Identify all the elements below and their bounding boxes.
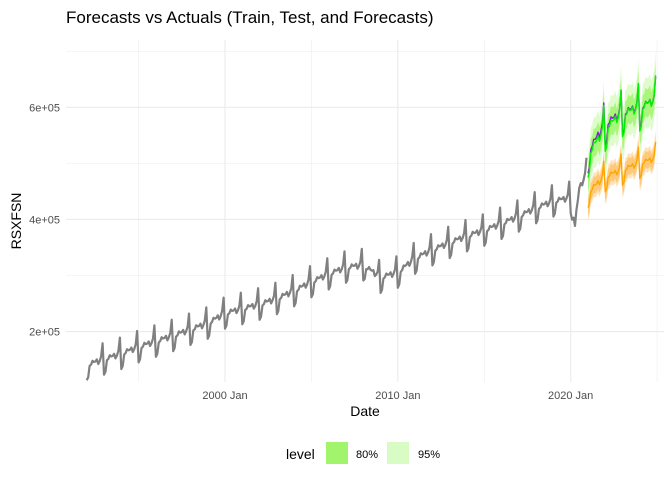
legend-swatch-80 bbox=[326, 442, 348, 464]
chart-title: Forecasts vs Actuals (Train, Test, and F… bbox=[66, 8, 434, 27]
y-tick-label: 4e+05 bbox=[29, 214, 60, 226]
y-tick-label: 6e+05 bbox=[29, 102, 60, 114]
series-lines bbox=[85, 75, 657, 381]
x-axis-ticks: 2000 Jan 2010 Jan 2020 Jan bbox=[202, 390, 593, 402]
x-tick-label: 2010 Jan bbox=[375, 390, 420, 402]
legend: level 80% 95% bbox=[286, 442, 440, 464]
x-tick-label: 2020 Jan bbox=[548, 390, 593, 402]
y-axis-ticks: 2e+05 4e+05 6e+05 bbox=[29, 102, 60, 338]
series-line-forecast bbox=[587, 75, 657, 178]
legend-label-80: 80% bbox=[356, 449, 378, 461]
legend-swatch-95 bbox=[387, 442, 409, 464]
x-tick-label: 2000 Jan bbox=[202, 390, 247, 402]
legend-label-95: 95% bbox=[418, 449, 440, 461]
x-axis-label: Date bbox=[350, 403, 380, 419]
series-line-forecast-alt bbox=[587, 141, 657, 208]
legend-title: level bbox=[286, 446, 315, 462]
y-tick-label: 2e+05 bbox=[29, 327, 60, 339]
grid bbox=[66, 40, 664, 382]
series-line-train bbox=[85, 157, 588, 381]
y-axis-label: RSXFSN bbox=[8, 193, 24, 250]
